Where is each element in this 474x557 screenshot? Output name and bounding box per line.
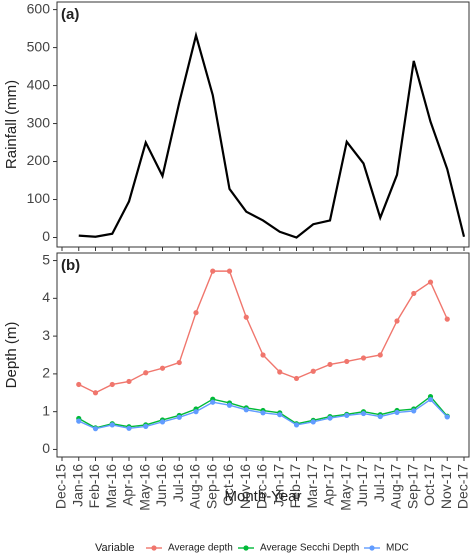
x-tick-label: Dec-15 xyxy=(53,464,69,509)
x-tick-label: Jan-16 xyxy=(69,464,85,507)
data-point xyxy=(143,423,149,429)
x-tick-label: May-17 xyxy=(337,464,353,511)
x-tick-label: May-16 xyxy=(136,464,152,511)
data-point xyxy=(143,370,149,376)
data-point xyxy=(126,425,132,431)
data-point xyxy=(193,310,199,316)
legend-title: Variable xyxy=(95,542,135,554)
data-point xyxy=(310,419,316,425)
data-point xyxy=(92,426,99,432)
x-tick-label: Oct-16 xyxy=(220,464,236,506)
data-point xyxy=(260,410,266,416)
y-tick-label: 2 xyxy=(42,365,50,381)
y-tick-label: 200 xyxy=(27,152,51,168)
x-tick-label: Feb-17 xyxy=(287,464,303,509)
x-tick-label: Sep-17 xyxy=(404,464,420,509)
data-point xyxy=(210,399,216,405)
data-point xyxy=(310,368,316,374)
data-point xyxy=(427,396,434,403)
data-point xyxy=(210,268,216,274)
data-point xyxy=(394,318,400,324)
y-tick-label: 1 xyxy=(42,402,50,418)
data-point xyxy=(427,279,434,285)
x-tick-label: Dec-16 xyxy=(254,464,270,509)
x-axis-title: Month-Year xyxy=(225,488,302,505)
y-tick-label: 3 xyxy=(42,327,50,343)
data-point xyxy=(226,402,233,408)
x-tick-label: Sep-16 xyxy=(203,464,219,509)
data-point xyxy=(411,408,417,414)
data-point xyxy=(344,358,350,365)
data-point xyxy=(377,413,383,420)
data-point xyxy=(360,355,367,361)
panel-label: (a) xyxy=(61,6,79,23)
legend-label: MDC xyxy=(386,543,409,554)
data-point xyxy=(260,352,266,358)
y-tick-label: 100 xyxy=(27,190,51,206)
plot-area xyxy=(56,1,470,248)
x-tick-label: Aug-17 xyxy=(388,464,404,509)
x-tick-label: Jan-17 xyxy=(270,464,286,507)
data-point xyxy=(176,414,182,420)
y-tick-label: 5 xyxy=(42,251,50,267)
data-point xyxy=(394,409,400,416)
data-point xyxy=(109,381,115,388)
y-tick-label: 300 xyxy=(27,114,51,130)
data-point xyxy=(444,414,450,420)
data-point xyxy=(243,314,249,320)
data-point xyxy=(411,290,417,297)
x-tick-label: Mar-16 xyxy=(103,464,119,509)
y-axis-title: Rainfall (mm) xyxy=(3,80,20,169)
data-point xyxy=(243,407,249,413)
x-tick-label: Jul-16 xyxy=(170,464,186,502)
data-point xyxy=(293,375,300,382)
y-axis-title: Depth (m) xyxy=(3,322,20,389)
x-tick-label: Jun-17 xyxy=(354,464,370,507)
data-point xyxy=(76,381,82,388)
x-tick-label: Feb-16 xyxy=(86,464,102,509)
data-point xyxy=(159,365,166,371)
legend-label: Average Secchi Depth xyxy=(260,543,359,554)
data-point xyxy=(293,422,300,428)
legend-swatch-point xyxy=(369,545,375,551)
data-point xyxy=(377,352,383,358)
y-tick-label: 0 xyxy=(42,228,50,244)
y-tick-label: 0 xyxy=(42,440,50,456)
data-point xyxy=(109,422,115,428)
data-point xyxy=(76,418,82,424)
x-tick-label: Jul-17 xyxy=(371,464,387,502)
x-tick-label: Nov-17 xyxy=(438,464,454,509)
x-tick-label: Aug-16 xyxy=(187,464,203,509)
data-point xyxy=(92,390,99,396)
y-tick-label: 500 xyxy=(27,38,51,54)
data-point xyxy=(193,409,199,415)
data-point xyxy=(277,412,283,418)
y-tick-label: 400 xyxy=(27,76,51,92)
y-tick-label: 600 xyxy=(27,0,51,16)
data-point xyxy=(327,415,333,421)
x-tick-label: Oct-17 xyxy=(421,464,437,506)
data-point xyxy=(126,378,132,385)
data-point xyxy=(344,412,350,419)
legend-swatch-point xyxy=(151,545,157,551)
x-tick-label: Apr-17 xyxy=(321,464,337,506)
data-point xyxy=(277,369,283,375)
y-tick-label: 4 xyxy=(42,289,50,305)
x-tick-label: Apr-16 xyxy=(120,464,136,506)
legend-swatch-point xyxy=(243,545,249,551)
panel-label: (b) xyxy=(61,257,80,274)
series-line xyxy=(78,31,466,239)
x-tick-label: Nov-16 xyxy=(237,464,253,509)
data-point xyxy=(176,359,182,366)
data-point xyxy=(360,410,367,417)
data-point xyxy=(444,316,450,322)
x-tick-label: Mar-17 xyxy=(304,464,320,509)
x-tick-label: Dec-17 xyxy=(455,464,471,509)
data-point xyxy=(226,268,233,274)
data-point xyxy=(327,361,333,368)
data-point xyxy=(159,419,166,425)
legend-label: Average depth xyxy=(168,543,233,554)
x-tick-label: Jun-16 xyxy=(153,464,169,507)
